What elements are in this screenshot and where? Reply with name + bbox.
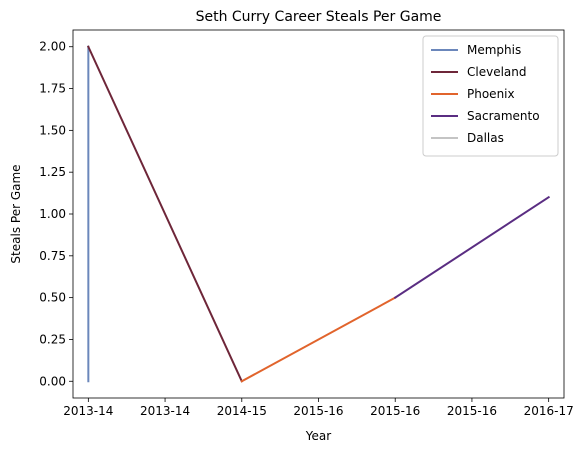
x-tick-label: 2013-14	[63, 404, 113, 418]
x-tick-label: 2015-16	[293, 404, 343, 418]
y-tick-label: 1.00	[39, 207, 66, 221]
x-tick-label: 2015-16	[447, 404, 497, 418]
legend: Memphis Cleveland Phoenix Sacramento Dallas	[422, 35, 559, 157]
y-tick-label: 0.75	[39, 249, 66, 263]
x-tick-label: 2015-16	[370, 404, 420, 418]
y-tick-label: 0.00	[39, 374, 66, 388]
y-tick-label: 0.50	[39, 291, 66, 305]
legend-label-memphis: Memphis	[467, 43, 521, 57]
plot-area: 2013-14 2013-14 2014-15 2015-16 2015-16 2015-…	[39, 29, 574, 418]
legend-label-cleveland: Cleveland	[467, 65, 527, 79]
x-tick-label: 2016-17	[524, 404, 574, 418]
chart-title: Seth Curry Career Steals Per Game	[196, 9, 442, 25]
series-line-sacramento	[393, 195, 551, 300]
y-axis-label: Steals Per Game	[9, 164, 23, 263]
x-tick-label: 2014-15	[217, 404, 267, 418]
y-tick-label: 0.25	[39, 332, 66, 346]
x-tick-label: 2013-14	[140, 404, 190, 418]
legend-label-sacramento: Sacramento	[467, 109, 540, 123]
series-line-phoenix	[240, 296, 397, 383]
y-tick-label: 1.50	[39, 123, 66, 137]
x-axis-label: Year	[305, 429, 331, 443]
series-line-cleveland	[87, 45, 244, 383]
y-tick-label: 1.25	[39, 165, 66, 179]
y-tick-label: 2.00	[39, 40, 66, 54]
legend-label-dallas: Dallas	[467, 131, 504, 145]
legend-box	[422, 35, 559, 157]
y-tick-label: 1.75	[39, 82, 66, 96]
legend-label-phoenix: Phoenix	[467, 87, 515, 101]
